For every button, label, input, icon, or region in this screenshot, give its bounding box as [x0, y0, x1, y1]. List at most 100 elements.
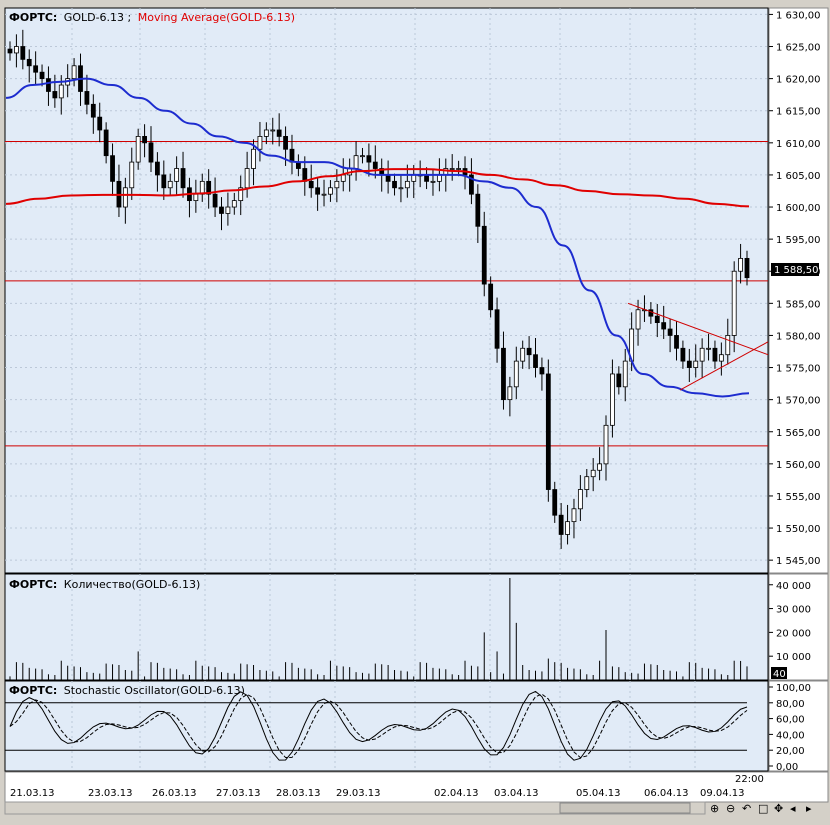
- zoom-out-icon[interactable]: ⊖: [726, 802, 735, 815]
- price-tick-label: 1 610,00: [776, 139, 821, 150]
- candle-body: [283, 136, 288, 150]
- price-tick-label: 1 580,00: [776, 331, 821, 342]
- last-time-label: 22:00: [735, 774, 764, 785]
- candle-body: [616, 373, 622, 388]
- volume-pane[interactable]: [4, 573, 769, 681]
- candle-body: [744, 257, 750, 279]
- candle-body: [360, 155, 365, 158]
- date-label: 23.03.13: [88, 788, 133, 799]
- candle-body: [90, 103, 96, 118]
- price-tick-label: 1 565,00: [776, 428, 821, 439]
- price-tick-label: 1 630,00: [776, 10, 821, 21]
- candle-body: [539, 367, 545, 375]
- trendline-lower[interactable]: [679, 341, 769, 391]
- last-price-tag: [771, 263, 819, 276]
- candle-body: [456, 168, 462, 170]
- candle-body: [501, 347, 506, 401]
- candle-body: [494, 309, 500, 349]
- candle-body: [231, 200, 237, 208]
- candle-body: [404, 180, 410, 189]
- candle-body: [39, 71, 45, 80]
- candle-body: [334, 180, 340, 189]
- candle-body: [328, 187, 333, 195]
- candle-body: [46, 78, 51, 92]
- candle-body: [469, 174, 474, 195]
- symbol-label: GOLD-6.13: [64, 11, 124, 24]
- stochastic-pane[interactable]: [4, 680, 769, 772]
- candle-body: [276, 129, 282, 137]
- candle-body: [33, 65, 39, 73]
- undo-icon[interactable]: ↶: [742, 802, 751, 815]
- date-label: 28.03.13: [276, 788, 321, 799]
- candle-body: [315, 187, 321, 195]
- candle-body: [321, 193, 327, 196]
- stoch-tick-label: 0,00: [776, 762, 798, 773]
- candle-body: [610, 373, 615, 426]
- candle-body: [680, 347, 686, 362]
- candle-body: [718, 354, 724, 362]
- stoch-tick-label: 20,00: [776, 746, 805, 757]
- candle-body: [533, 354, 538, 368]
- candle-body: [353, 155, 359, 169]
- candle-body: [513, 360, 519, 388]
- stoch-k-line: [9, 690, 748, 761]
- candle-body: [706, 347, 711, 350]
- date-label: 09.04.13: [700, 788, 745, 799]
- volume-tick-label: 20 000: [776, 628, 811, 639]
- scroll-lock-icon[interactable]: □: [758, 802, 768, 815]
- candle-body: [654, 315, 660, 324]
- candle-body: [571, 508, 577, 523]
- candle-body: [270, 129, 276, 132]
- candle-body: [199, 180, 205, 195]
- candle-body: [20, 46, 26, 60]
- candle-body: [430, 180, 436, 183]
- price-pane-title: ФОРТС: GOLD-6.13 ; Moving Average(GOLD-6…: [9, 11, 295, 24]
- price-tick-label: 1 575,00: [776, 364, 821, 375]
- trendline-upper[interactable]: [627, 302, 769, 356]
- stoch-tick-label: 60,00: [776, 715, 805, 726]
- candle-body: [449, 168, 455, 170]
- candle-body: [392, 180, 397, 189]
- candle-body: [110, 155, 115, 182]
- stochastic-axis: [768, 680, 829, 772]
- candle-body: [71, 65, 77, 80]
- candle-body: [129, 161, 135, 189]
- candle-body: [398, 187, 404, 190]
- candle-body: [238, 187, 244, 202]
- candle-body: [693, 360, 699, 368]
- candle-body: [372, 161, 378, 169]
- stoch-tick-label: 80,00: [776, 699, 805, 710]
- date-label: 05.04.13: [576, 788, 621, 799]
- volume-tick-label: 10 000: [776, 652, 811, 663]
- candle-body: [340, 174, 346, 182]
- candle-body: [302, 168, 308, 182]
- candle-body: [635, 309, 641, 330]
- candle-body: [263, 129, 269, 137]
- candle-body: [558, 514, 564, 535]
- candle-body: [597, 463, 602, 471]
- candle-body: [212, 193, 218, 208]
- price-axis: [768, 7, 829, 574]
- candle-body: [206, 180, 212, 195]
- candle-body: [603, 424, 609, 465]
- scrollbar-thumb[interactable]: [559, 802, 691, 814]
- scroll-left-icon[interactable]: ◂: [790, 802, 796, 815]
- candle-body: [135, 136, 141, 163]
- candle-body: [97, 116, 103, 131]
- price-pane[interactable]: [4, 7, 769, 574]
- date-label: 02.04.13: [434, 788, 479, 799]
- price-tick-label: 1 625,00: [776, 43, 821, 54]
- candle-body: [545, 373, 551, 490]
- candle-body: [193, 193, 199, 202]
- scroll-right-icon[interactable]: ▸: [806, 802, 812, 815]
- candle-body: [577, 489, 583, 510]
- candle-body: [731, 270, 737, 336]
- zoom-in-icon[interactable]: ⊕: [710, 802, 719, 815]
- date-label: 06.04.13: [644, 788, 689, 799]
- price-tick-label: 1 600,00: [776, 203, 821, 214]
- horizontal-scrollbar[interactable]: [4, 801, 706, 815]
- move-icon[interactable]: ✥: [774, 802, 783, 815]
- volume-axis: [768, 573, 829, 681]
